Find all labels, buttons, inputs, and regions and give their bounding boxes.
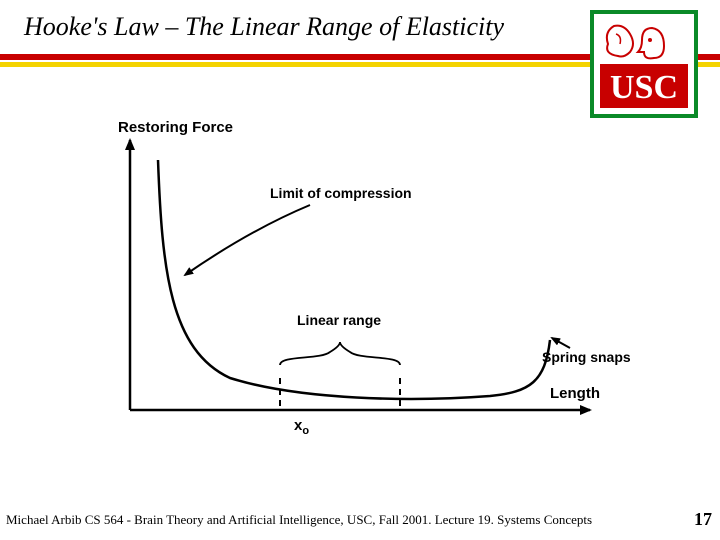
usc-badge-text: USC [610, 69, 678, 106]
linear-range-label: Linear range [297, 312, 381, 328]
linear-range-brace [280, 342, 400, 365]
spring-snaps-arrow [552, 338, 570, 348]
usc-logo: USC [590, 10, 698, 118]
footer-text: Michael Arbib CS 564 - Brain Theory and … [6, 512, 592, 528]
x-axis-label: Length [550, 385, 600, 402]
x0-marker: xo [294, 417, 309, 437]
compression-label: Limit of compression [270, 185, 412, 201]
spring-snaps-label: Spring snaps [542, 349, 630, 365]
hookes-law-diagram: Restoring Force Length xo Linear range L… [70, 120, 630, 470]
page-number: 17 [694, 509, 712, 530]
compression-arrow [185, 205, 310, 275]
brain-icon [607, 26, 664, 59]
y-axis-label: Restoring Force [118, 120, 233, 136]
page-title: Hooke's Law – The Linear Range of Elasti… [24, 12, 504, 42]
